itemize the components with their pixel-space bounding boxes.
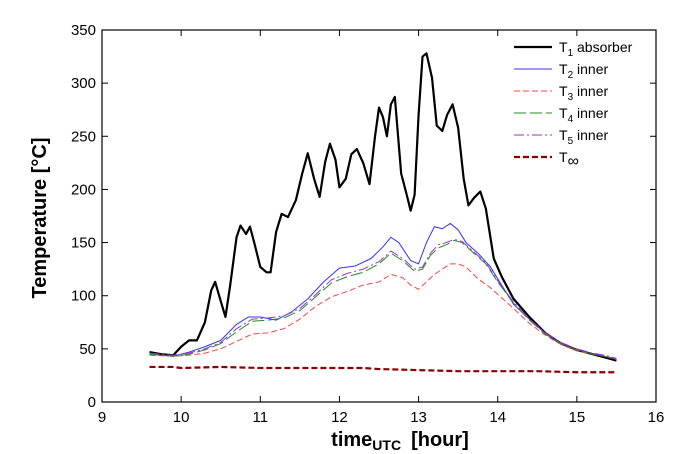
y-tick-label: 150 [71, 235, 96, 252]
y-axis-title: Temperature [°C] [29, 138, 51, 299]
y-tick-label: 250 [71, 128, 96, 145]
y-tick-label: 100 [71, 288, 96, 305]
series-line-2 [149, 222, 617, 360]
x-tick-label: 14 [489, 409, 506, 426]
y-tick-label: 350 [71, 22, 96, 39]
series-line-5 [149, 238, 617, 359]
y-tick-label: 200 [71, 181, 96, 198]
legend-label-2: T2 inner [559, 61, 608, 81]
x-tick-label: 13 [410, 409, 427, 426]
legend-label-4: T4 inner [559, 105, 608, 125]
x-tick-label: 12 [331, 409, 348, 426]
series-line-1 [149, 52, 617, 362]
x-axis-title-subscript: UTC [372, 437, 401, 453]
y-tick-label: 300 [71, 75, 96, 92]
legend-label-1: T1 absorber [559, 39, 633, 59]
series-line-3 [149, 263, 617, 359]
axes: 9 10 11 12 13 14 15 16 0 50 100 150 200 250 300 350 [71, 22, 664, 426]
legend-label-3: T3 inner [559, 83, 608, 103]
series-line-4 [149, 239, 617, 360]
y-tick-label: 50 [79, 341, 96, 358]
series-lines [149, 52, 617, 374]
x-axis-title-main: time [331, 429, 372, 451]
y-tick-label: 0 [88, 394, 96, 411]
x-tick-label: 10 [173, 409, 190, 426]
x-tick-label: 15 [569, 409, 586, 426]
x-axis-title: timeUTC [hour] [331, 429, 469, 453]
legend-label-6: T∞ [559, 149, 579, 170]
x-tick-label: 9 [98, 409, 106, 426]
legend-label-5: T5 inner [559, 127, 608, 147]
x-axis-title-unit: [hour] [411, 429, 469, 451]
series-line-6 [149, 365, 617, 374]
plot-frame [101, 29, 657, 403]
x-tick-label: 11 [252, 409, 268, 426]
x-tick-label: 16 [648, 409, 665, 426]
